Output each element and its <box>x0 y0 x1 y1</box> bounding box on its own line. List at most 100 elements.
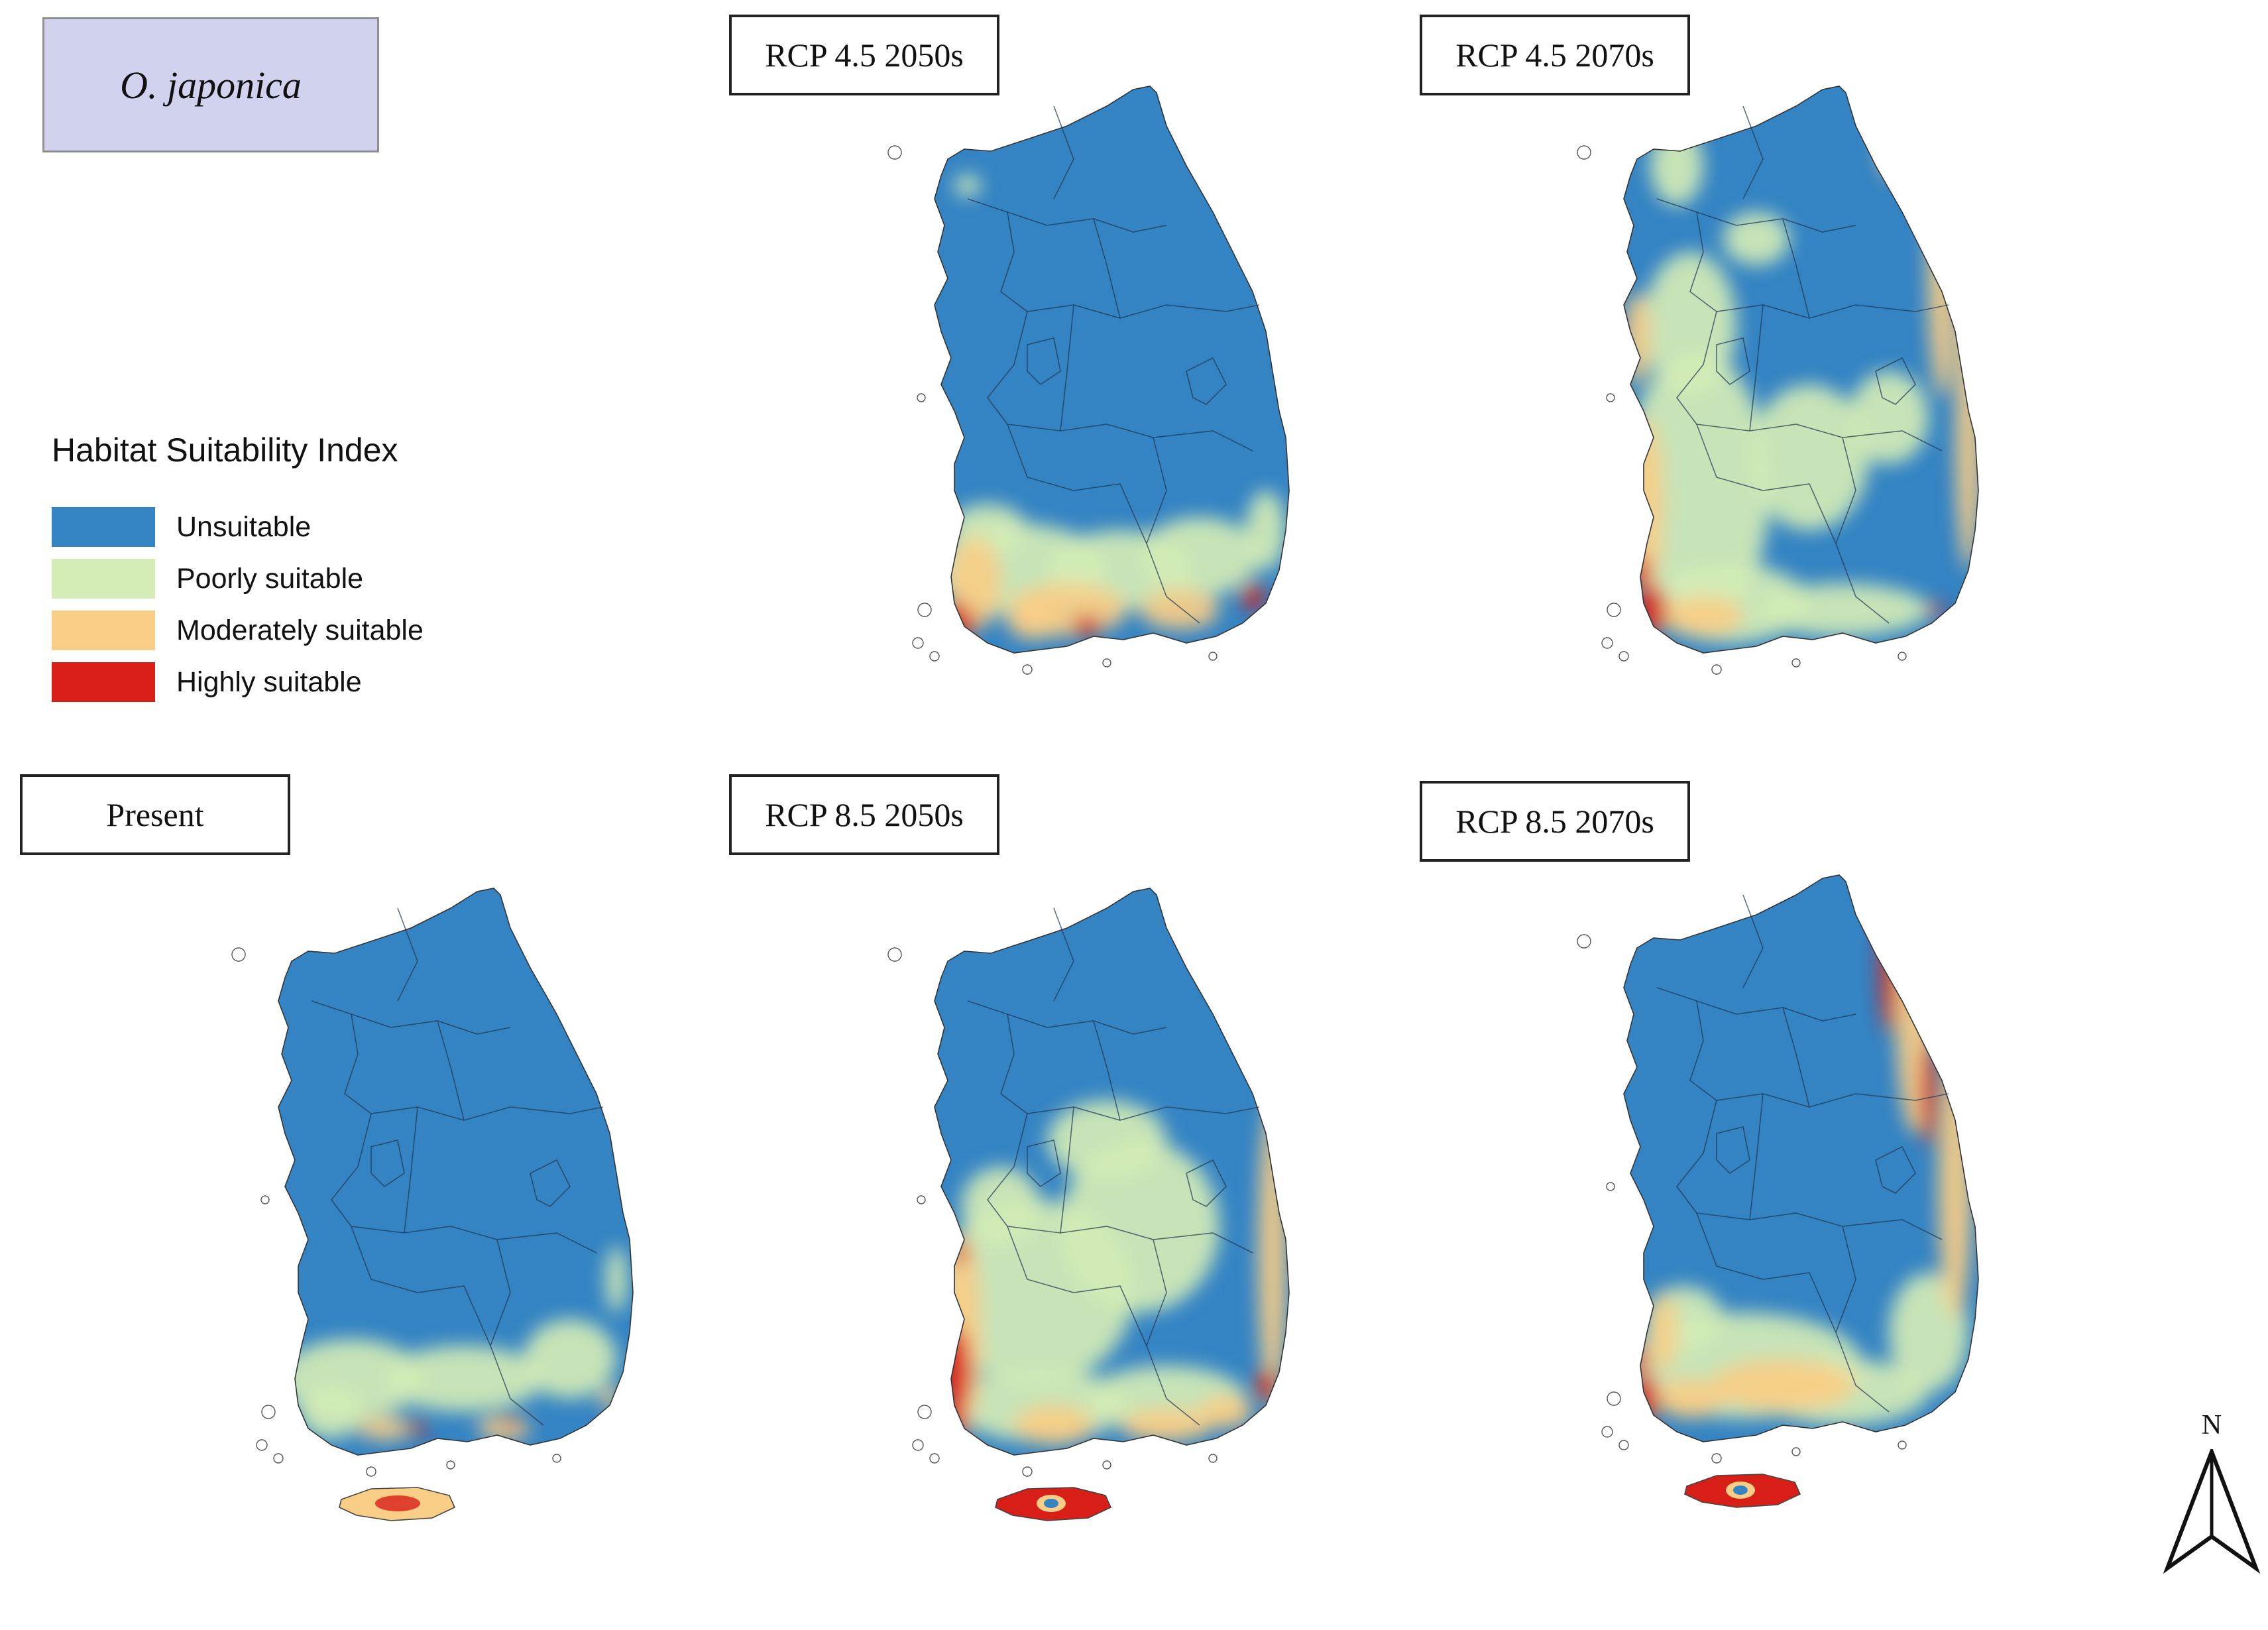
suitability-zone <box>954 175 981 196</box>
island <box>552 1454 561 1463</box>
suitability-zone <box>1664 597 1743 636</box>
suitability-zone <box>1723 212 1789 265</box>
province-border <box>1696 424 1837 544</box>
island <box>1102 658 1111 668</box>
legend-item-unsuitable: Unsuitable <box>52 501 424 553</box>
island <box>1607 1391 1621 1406</box>
suitability-zone <box>1955 305 1978 570</box>
suitability-zone <box>1140 590 1219 630</box>
suitability-zone <box>941 1405 968 1445</box>
island <box>260 1195 270 1204</box>
legend-label: Poorly suitable <box>176 562 364 595</box>
island <box>1208 1454 1218 1463</box>
suitability-zone <box>935 603 974 643</box>
province-border <box>1875 357 1916 405</box>
coastline <box>934 86 1290 654</box>
suitability-zone <box>1938 1054 1972 1319</box>
legend-label: Highly suitable <box>176 666 362 698</box>
island <box>231 947 246 962</box>
island <box>1606 1182 1615 1191</box>
coastline <box>1623 86 1979 654</box>
island <box>1618 1440 1629 1450</box>
province-border <box>1053 105 1074 200</box>
island <box>1601 1426 1613 1438</box>
coastline <box>278 888 634 1456</box>
suitability-zone <box>1629 1372 1658 1425</box>
suitability-zone <box>1657 1379 1723 1419</box>
island <box>887 947 902 962</box>
suitability-zone <box>524 1319 616 1399</box>
suitability-zone <box>1007 607 1060 640</box>
north-arrow: N <box>2162 1409 2261 1575</box>
species-label: O. japonica <box>42 17 379 152</box>
suitability-zone <box>1849 371 1929 464</box>
island <box>929 651 940 662</box>
province-border <box>370 1139 405 1188</box>
suitability-zone <box>477 1417 530 1440</box>
jeju-core-high <box>375 1495 420 1511</box>
province-border <box>1742 105 1764 200</box>
north-arrow-icon <box>2163 1449 2261 1574</box>
island <box>256 1439 268 1451</box>
island <box>1022 664 1033 675</box>
province-border <box>1186 357 1227 405</box>
province-border <box>1027 337 1061 386</box>
province-border <box>351 1226 491 1346</box>
suitability-zone <box>504 1417 517 1427</box>
suitability-zone <box>1624 555 1650 585</box>
jeju-core-unsuitable <box>1733 1485 1748 1495</box>
island <box>1791 658 1801 668</box>
island <box>1606 393 1615 402</box>
korea-map <box>887 86 1290 675</box>
island <box>929 1453 940 1464</box>
legend-swatch <box>52 662 155 702</box>
coastline <box>1623 874 1979 1442</box>
suitability-zone <box>1650 1293 1677 1372</box>
island <box>1618 651 1629 662</box>
legend-item-moderately-suitable: Moderately suitable <box>52 605 424 656</box>
map-present <box>199 829 663 1544</box>
province-border <box>1060 1106 1074 1234</box>
mainland-unsuitable <box>935 86 1289 653</box>
suitability-zone <box>1750 384 1869 530</box>
province-border <box>397 907 418 1002</box>
suitability-zone <box>1246 491 1286 570</box>
province-border <box>1093 218 1121 319</box>
island <box>1711 664 1722 675</box>
legend: Habitat Suitability Index Unsuitable Poo… <box>52 431 424 708</box>
island <box>917 1405 932 1419</box>
island <box>1022 1466 1033 1477</box>
map-title-rcp85-2070s: RCP 8.5 2070s <box>1420 781 1690 862</box>
korea-map <box>1577 874 1979 1508</box>
province-border <box>1742 894 1764 988</box>
island <box>1577 934 1591 949</box>
suitability-zone <box>1877 86 1901 179</box>
suitability-zone <box>384 1346 543 1412</box>
north-label: N <box>2201 1410 2222 1440</box>
island <box>917 1195 926 1204</box>
island <box>1601 637 1613 649</box>
legend-label: Unsuitable <box>176 510 312 543</box>
suitability-zone <box>1241 583 1265 610</box>
island <box>917 393 926 402</box>
island <box>912 637 924 649</box>
map-rcp85-2050s <box>855 829 1319 1544</box>
korea-map <box>1577 86 1979 675</box>
suitability-zone <box>358 1417 411 1440</box>
suitability-zone <box>1624 351 1770 630</box>
suitability-zone <box>1927 133 1956 398</box>
province-border <box>1007 1226 1147 1346</box>
suitability-zone <box>1060 1140 1219 1312</box>
island <box>446 1460 455 1470</box>
suitability-zone <box>1644 252 1736 398</box>
suitability-zone <box>1880 888 1898 1034</box>
province-border <box>1053 907 1074 1002</box>
map-title-rcp85-2050s: RCP 8.5 2050s <box>729 774 999 855</box>
island <box>1791 1447 1801 1456</box>
island <box>1607 603 1621 617</box>
map-title-rcp45-2050s: RCP 4.5 2050s <box>729 15 999 95</box>
suitability-zone <box>1710 1359 1856 1412</box>
suitability-zone <box>1650 126 1703 205</box>
map-title-present: Present <box>20 774 290 855</box>
province-border <box>967 1000 1167 1035</box>
